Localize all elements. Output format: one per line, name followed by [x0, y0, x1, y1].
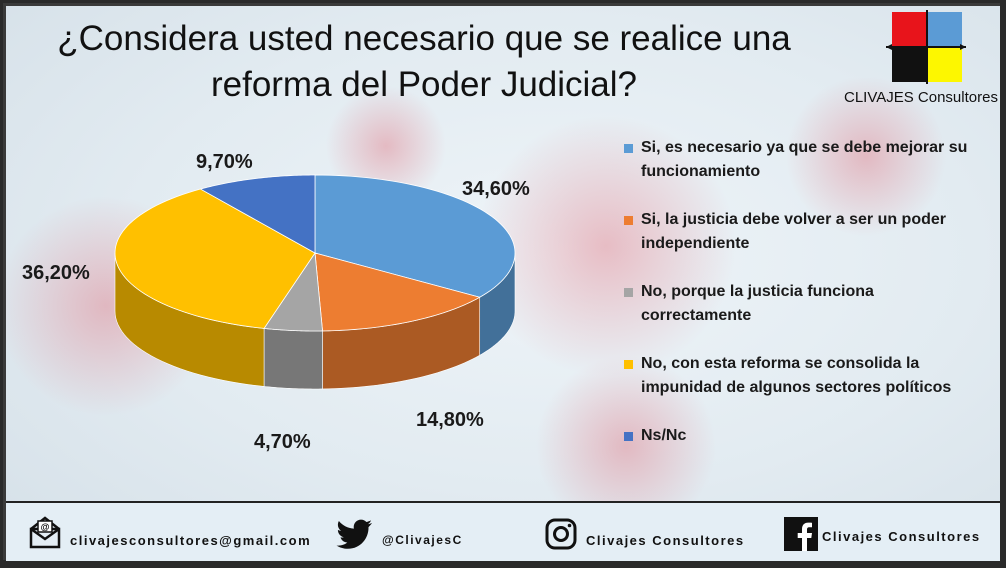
svg-text:@: @ — [41, 522, 50, 532]
legend-swatch — [624, 288, 633, 297]
legend-swatch — [624, 360, 633, 369]
data-label-slice-5: 9,70% — [196, 151, 253, 173]
pie-slice-4 — [114, 188, 316, 329]
legend-swatch — [624, 144, 633, 153]
brand-name: CLIVAJES Consultores — [844, 89, 998, 106]
legend-item: No, porque la justicia funciona correctam… — [624, 280, 874, 328]
email-icon: @ — [29, 516, 61, 549]
legend-label: No, con esta reforma se consolida la — [641, 355, 920, 372]
legend-item: No, con esta reforma se consolida la impu… — [624, 352, 951, 400]
legend-label: impunidad de algunos sectores políticos — [641, 379, 952, 396]
pie-slice-side-3 — [263, 328, 323, 390]
data-label-slice-1: 34,60% — [462, 178, 530, 200]
legend-label: No, porque la justicia funciona — [641, 283, 874, 300]
twitter-handle[interactable]: @ClivajesC — [382, 533, 463, 547]
legend-label: funcionamiento — [641, 163, 761, 180]
legend-item: Si, la justicia debe volver a ser un pod… — [624, 208, 946, 256]
page-title: ¿Considera usted necesario que se realic… — [57, 19, 791, 104]
pie-slice-5 — [199, 174, 316, 254]
facebook-icon — [784, 517, 818, 551]
instagram-icon — [545, 518, 577, 550]
legend-swatch — [624, 432, 633, 441]
instagram-account[interactable]: Clivajes Consultores — [586, 533, 745, 548]
twitter-icon — [336, 519, 372, 549]
legend-swatch — [624, 216, 633, 225]
legend-label: correctamente — [641, 307, 752, 324]
facebook-page[interactable]: Clivajes Consultores — [822, 529, 981, 544]
legend-label: Si, la justicia debe volver a ser un pod… — [641, 211, 946, 228]
data-label-slice-2: 14,80% — [416, 409, 484, 431]
pie-slice-3 — [263, 251, 323, 332]
legend-item: Si, es necesario ya que se debe mejorar … — [624, 136, 967, 184]
data-label-slice-3: 4,70% — [254, 431, 311, 453]
pie-slice-2 — [314, 252, 481, 332]
legend-label: independiente — [641, 235, 750, 252]
pie-chart — [114, 174, 516, 390]
legend-item: Ns/Nc — [624, 424, 686, 448]
email-address[interactable]: clivajesconsultores@gmail.com — [70, 533, 312, 548]
pie-slice-1 — [314, 174, 516, 298]
legend-label: Si, es necesario ya que se debe mejorar … — [641, 139, 968, 156]
footer-contact-bar: @ clivajesconsultores@gmail.com @Clivaje… — [6, 501, 1000, 561]
clivajes-logo — [886, 10, 966, 84]
legend-label: Ns/Nc — [641, 427, 687, 444]
slide: ¿Considera usted necesario que se realic… — [6, 6, 1000, 561]
data-label-slice-4: 36,20% — [22, 262, 90, 284]
